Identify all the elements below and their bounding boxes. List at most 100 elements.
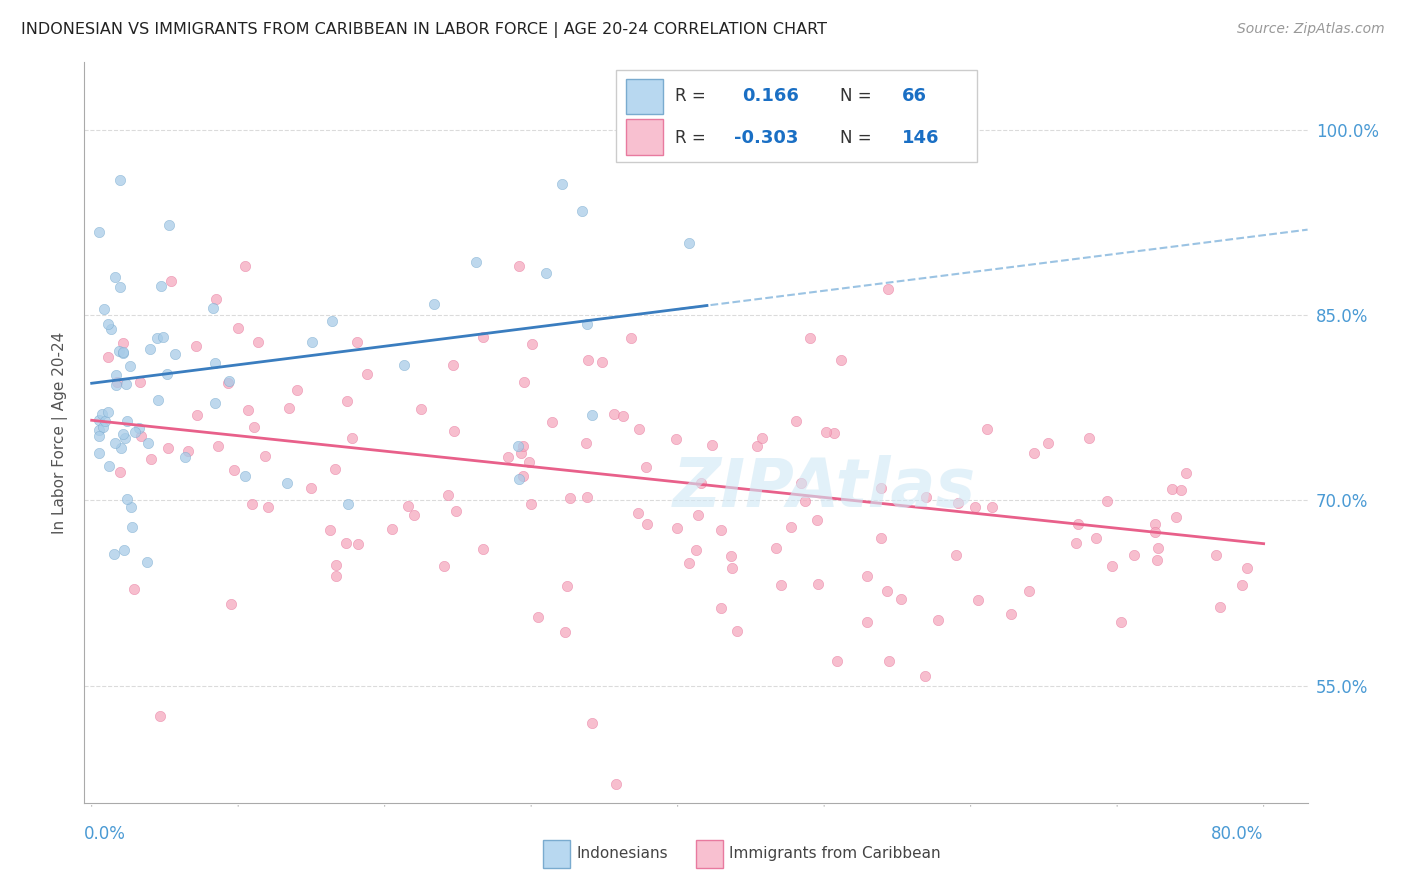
Point xyxy=(318,523,340,537)
Point xyxy=(627,422,650,436)
Point xyxy=(575,436,598,450)
Point xyxy=(157,442,180,456)
Point xyxy=(236,403,259,417)
Point xyxy=(602,407,624,421)
Text: 80.0%: 80.0% xyxy=(1211,825,1264,843)
Point xyxy=(856,615,879,629)
Point xyxy=(876,584,898,599)
Point xyxy=(571,204,593,219)
Text: 146: 146 xyxy=(901,129,939,147)
Text: ZIPAtlas: ZIPAtlas xyxy=(672,455,976,521)
Point xyxy=(108,465,131,479)
Point xyxy=(678,235,700,250)
Point xyxy=(287,383,309,397)
Point xyxy=(1236,560,1258,574)
Point xyxy=(202,301,225,315)
Point xyxy=(301,334,323,349)
Point xyxy=(87,429,110,443)
Point xyxy=(243,419,266,434)
Point xyxy=(87,423,110,437)
Point xyxy=(138,435,160,450)
Point xyxy=(815,425,838,440)
Point xyxy=(1170,483,1192,498)
Point xyxy=(205,293,228,307)
Point xyxy=(581,409,603,423)
Point xyxy=(218,374,240,388)
Point xyxy=(93,420,115,434)
Point xyxy=(409,401,432,416)
Point xyxy=(146,393,169,408)
Point xyxy=(785,414,807,428)
Point xyxy=(207,439,229,453)
Point xyxy=(720,549,742,563)
Point xyxy=(325,569,347,583)
Point xyxy=(443,424,465,438)
Point xyxy=(513,375,536,389)
Point xyxy=(807,577,830,591)
Point xyxy=(97,317,120,331)
Text: 0.0%: 0.0% xyxy=(84,825,127,843)
Point xyxy=(576,352,599,367)
Point xyxy=(769,578,792,592)
Point xyxy=(1209,600,1232,615)
Point xyxy=(527,610,550,624)
Point xyxy=(560,491,582,505)
Text: Indonesians: Indonesians xyxy=(576,846,668,861)
Point xyxy=(121,520,143,534)
Point xyxy=(108,279,131,293)
Point xyxy=(823,426,845,441)
Point xyxy=(160,275,183,289)
Point xyxy=(146,331,169,345)
Point xyxy=(710,601,733,615)
Point xyxy=(806,513,828,527)
Point xyxy=(276,475,298,490)
Point xyxy=(1077,431,1099,445)
Point xyxy=(541,415,564,429)
Y-axis label: In Labor Force | Age 20-24: In Labor Force | Age 20-24 xyxy=(52,332,69,533)
Point xyxy=(441,359,464,373)
Point xyxy=(575,491,598,505)
Point xyxy=(381,523,404,537)
Point xyxy=(90,408,112,422)
Point xyxy=(356,368,378,382)
Point xyxy=(346,334,368,349)
Point xyxy=(636,517,658,532)
Point xyxy=(277,401,299,416)
Point xyxy=(108,343,131,358)
Point xyxy=(825,654,848,668)
Point xyxy=(118,359,141,374)
Point xyxy=(634,459,657,474)
Point xyxy=(914,668,936,682)
Point xyxy=(394,359,416,373)
Point xyxy=(336,394,359,409)
Point xyxy=(1036,436,1059,450)
Point xyxy=(120,500,142,515)
Point xyxy=(104,269,127,284)
Point xyxy=(710,523,733,537)
Point xyxy=(927,613,949,627)
Point xyxy=(233,259,256,273)
Point xyxy=(1175,466,1198,480)
Point xyxy=(508,259,530,273)
Point xyxy=(128,420,150,434)
Point xyxy=(1064,536,1087,550)
Point xyxy=(135,555,157,569)
Text: 66: 66 xyxy=(901,87,927,104)
Point xyxy=(980,500,1002,515)
Point xyxy=(745,439,768,453)
Point xyxy=(551,177,574,191)
Point xyxy=(779,520,801,534)
Point xyxy=(1018,583,1040,598)
Point xyxy=(342,431,364,445)
Point xyxy=(1144,525,1167,540)
Point xyxy=(114,431,136,445)
Point xyxy=(124,425,146,439)
Point xyxy=(605,777,627,791)
Point xyxy=(204,395,226,409)
Point xyxy=(794,494,817,508)
Point xyxy=(323,462,346,476)
Point xyxy=(422,297,444,311)
Point xyxy=(751,431,773,445)
Point xyxy=(1230,577,1253,591)
Point xyxy=(725,624,748,639)
